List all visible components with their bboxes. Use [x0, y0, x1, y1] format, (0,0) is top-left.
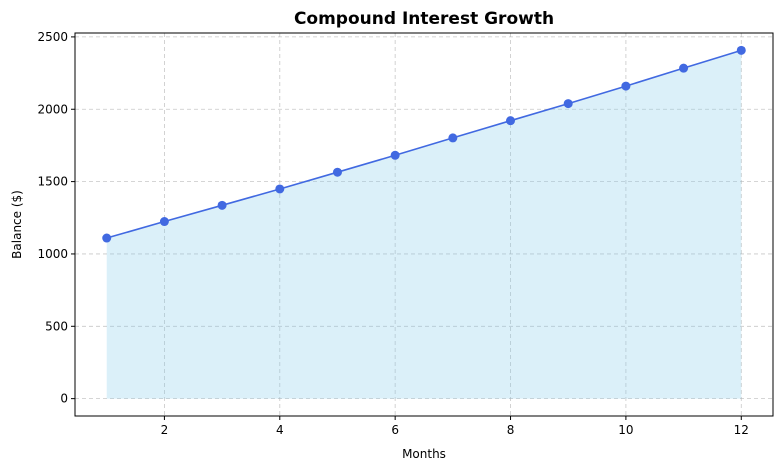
data-point [275, 184, 285, 194]
x-tick-label: 10 [618, 423, 633, 437]
grid [75, 33, 773, 416]
series-line [106, 49, 742, 239]
data-point [736, 45, 746, 55]
data-point [679, 63, 689, 73]
x-tick-label: 12 [734, 423, 749, 437]
data-point [159, 217, 169, 227]
plot-frame [74, 32, 774, 417]
x-axis-label: Months [402, 447, 446, 461]
data-point [563, 99, 573, 109]
x-tick-label: 4 [276, 423, 284, 437]
x-axis-ticks: 2 4 6 8 10 12 [161, 416, 749, 437]
x-tick-label: 2 [161, 423, 169, 437]
x-tick-label: 8 [507, 423, 515, 437]
data-point [102, 233, 112, 243]
chart-title: Compound Interest Growth [294, 9, 554, 29]
y-axis-ticks: 0 500 1000 1500 2000 2500 [37, 30, 75, 406]
y-tick-label: 500 [45, 319, 68, 333]
data-point [506, 116, 516, 126]
y-tick-label: 2000 [37, 102, 68, 116]
data-point [390, 150, 400, 160]
area-fill [106, 50, 742, 399]
data-point [621, 81, 631, 91]
marker-layer [102, 45, 746, 243]
data-point [217, 200, 227, 210]
y-tick-label: 2500 [37, 30, 68, 44]
x-tick-label: 6 [391, 423, 399, 437]
y-tick-label: 1000 [37, 247, 68, 261]
y-axis-label: Balance ($) [10, 190, 24, 259]
data-point [448, 133, 458, 143]
y-tick-label: 0 [60, 392, 68, 406]
area-fill-layer [106, 50, 742, 399]
y-tick-label: 1500 [37, 175, 68, 189]
series-line-layer [106, 49, 742, 239]
data-point [332, 167, 342, 177]
